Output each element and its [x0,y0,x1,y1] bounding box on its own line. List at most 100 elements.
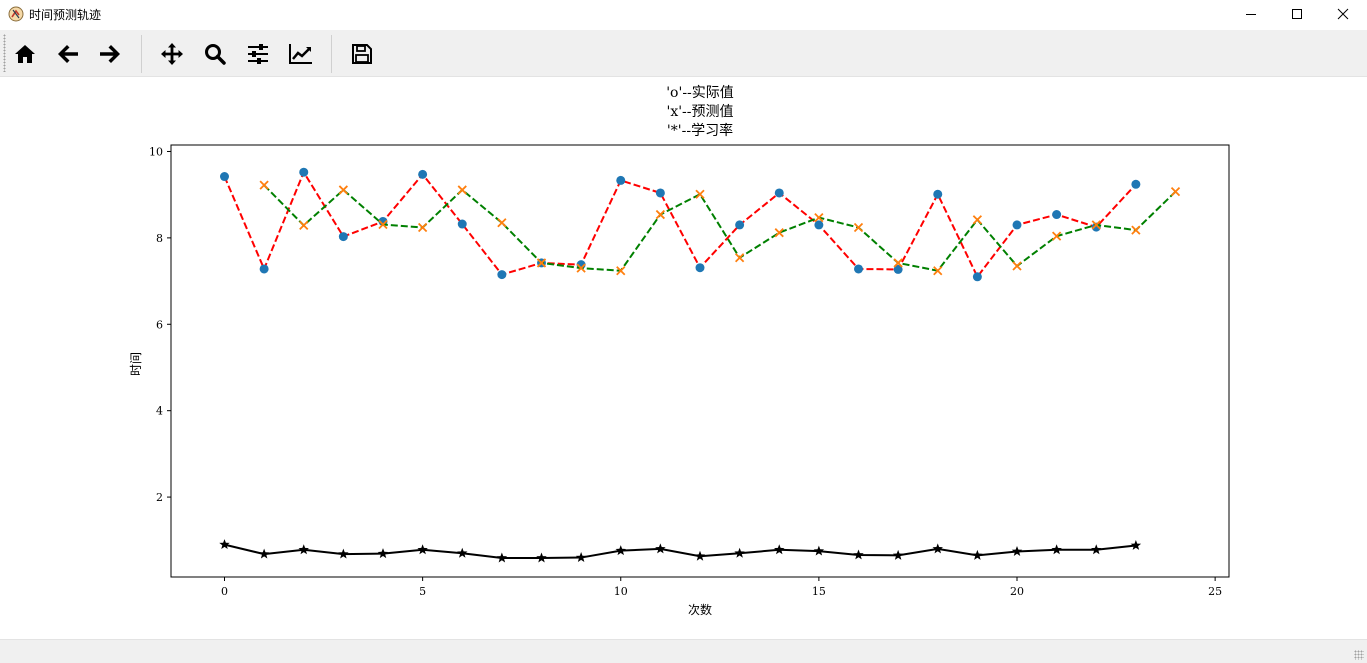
actual-point [695,263,705,273]
learning-rate-point [1091,544,1102,555]
chart-title-line-2: 'x'--预测值 [666,104,733,120]
actual-point [616,175,626,185]
actual-point [418,169,428,179]
forward-button[interactable] [93,37,127,71]
actual-point [1012,220,1022,230]
predicted-point [814,212,824,223]
edit-axis-button[interactable] [284,37,318,71]
predicted-point [378,219,388,230]
back-button[interactable] [51,37,85,71]
zoom-button[interactable] [198,37,232,71]
y-tick-label: 2 [156,491,163,504]
learning-rate-point [853,549,864,560]
learning-rate-point [219,539,230,550]
actual-point [1052,210,1062,220]
learning-rate-point [575,552,587,563]
learning-rate-point [1051,544,1062,555]
axes-frame [170,144,1230,578]
predicted-point [497,218,507,228]
predicted-point [774,228,784,238]
learning-rate-point [1130,539,1142,550]
home-icon [15,45,35,63]
y-tick-label: 4 [156,405,163,418]
actual-point [299,167,309,177]
learning-rate-point [813,545,825,556]
actual-point [338,232,348,242]
x-tick-label: 20 [1010,585,1024,598]
actual-point [457,219,467,229]
actual-point [735,220,745,230]
actual-point [854,264,864,274]
close-button[interactable] [1320,0,1366,28]
actual-point [1131,179,1141,189]
predicted-point [338,185,349,195]
predicted-point [616,266,626,276]
learning-rate-point [892,549,904,560]
learning-rate-point [655,543,666,554]
predicted-series-line [263,184,1177,272]
predicted-point [655,209,666,220]
pan-button[interactable] [155,37,189,71]
actual-series-line [223,170,1137,279]
y-tick-label: 8 [156,232,163,245]
toolbar-separator [141,35,142,73]
x-tick-label: 15 [812,585,826,598]
configure-subplots-button[interactable] [241,37,275,71]
title-bar: 时间预测轨迹 [0,0,1367,28]
predicted-point [1091,220,1101,230]
x-tick-label: 5 [419,585,426,598]
toolbar-grip[interactable] [3,34,6,72]
learning-rate-point [972,549,983,560]
predicted-point [299,220,309,230]
learning-rate-point [694,550,706,561]
figure-canvas[interactable]: 'o'--实际值 'x'--预测值 '*'--学习率 0 5 10 15 20 25 2 4 6… [0,77,1367,638]
learning-rate-point [298,544,309,555]
predicted-point [1051,231,1062,241]
maximize-button[interactable] [1274,0,1320,28]
chart: 'o'--实际值 'x'--预测值 '*'--学习率 0 5 10 15 20 25 2 4 6… [129,85,1230,617]
predicted-point [417,222,428,233]
predicted-point [853,222,864,233]
minimize-icon [1246,14,1256,15]
toolbar-separator [331,35,332,73]
predicted-point [893,258,903,268]
learning-rate-point [496,552,508,563]
x-tick-label: 25 [1208,585,1222,598]
learning-rate-point [536,552,547,563]
y-tick-label: 6 [156,318,163,331]
home-button[interactable] [8,37,42,71]
learning-rate-point [774,544,785,555]
predicted-point [576,263,586,273]
toolbar [0,30,1367,77]
status-bar [0,639,1367,663]
save-button[interactable] [345,37,379,71]
learning-rate-point [1011,546,1023,556]
actual-point [814,220,824,230]
close-icon [1337,8,1349,20]
actual-point [655,188,665,198]
learning-rate-point [338,548,349,559]
minimize-button[interactable] [1228,0,1274,28]
learning-rate-point [258,548,270,559]
move-icon [161,43,183,65]
predicted-point [1131,225,1141,235]
maximize-icon [1292,9,1302,19]
app-icon [8,6,24,22]
learning-rate-point [734,547,745,558]
predicted-point [259,180,269,190]
x-tick-label: 10 [614,585,628,598]
arrow-left-icon [58,45,78,63]
predicted-point [933,266,943,276]
actual-point [219,172,229,182]
learning-rate-series-line [224,543,1136,559]
predicted-point [457,185,467,195]
size-grip[interactable] [1354,650,1364,660]
chart-title-line-1: 'o'--实际值 [666,85,734,101]
predicted-point [536,258,547,268]
actual-point [774,188,784,198]
predicted-point [695,189,705,199]
learning-rate-point [615,545,626,556]
actual-point [259,264,269,274]
line-chart-icon [289,44,312,64]
sliders-icon [248,44,268,64]
